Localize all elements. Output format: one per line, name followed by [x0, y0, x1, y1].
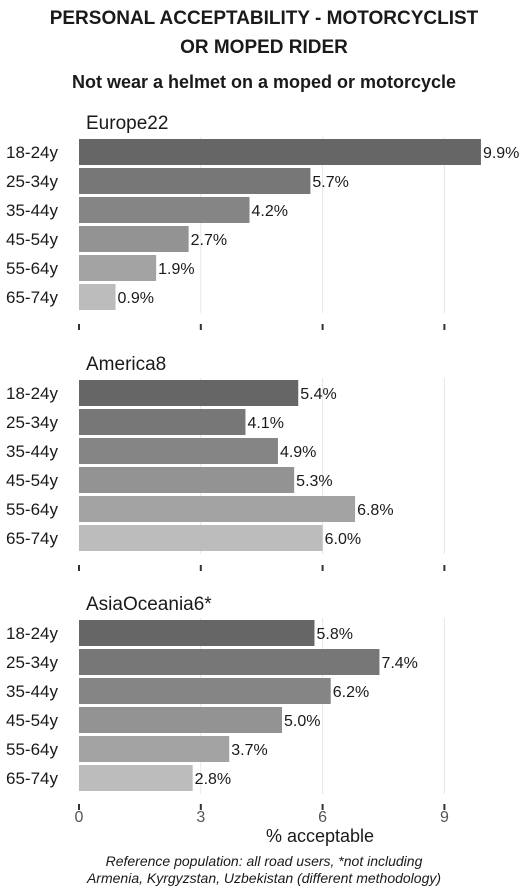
category-label: 18-24y — [6, 384, 58, 403]
category-label: 35-44y — [6, 201, 58, 220]
category-label: 25-34y — [6, 172, 58, 191]
panel-title: Europe22 — [86, 113, 168, 134]
bar — [79, 284, 116, 310]
chart-title-line1: PERSONAL ACCEPTABILITY - MOTORCYCLIST — [49, 8, 479, 29]
data-label: 4.9% — [280, 444, 316, 461]
x-tick-label: 9 — [440, 809, 449, 826]
data-label: 9.9% — [483, 145, 519, 162]
bar — [79, 736, 230, 762]
data-label: 7.4% — [381, 655, 417, 672]
bar — [79, 707, 282, 733]
category-label: 55-64y — [6, 740, 58, 759]
data-label: 6.2% — [333, 684, 369, 701]
data-label: 5.7% — [312, 174, 348, 191]
category-label: 25-34y — [6, 653, 58, 672]
category-label: 65-74y — [6, 288, 58, 307]
category-label: 65-74y — [6, 769, 58, 788]
data-label: 5.4% — [300, 386, 336, 403]
bar — [79, 168, 311, 194]
category-label: 18-24y — [6, 143, 58, 162]
category-label: 45-54y — [6, 230, 58, 249]
bar — [79, 197, 250, 223]
bar — [79, 525, 323, 551]
bar — [79, 678, 331, 704]
category-label: 45-54y — [6, 471, 58, 490]
x-tick-label: 6 — [318, 809, 327, 826]
data-label: 4.1% — [247, 415, 283, 432]
bar — [79, 438, 278, 464]
data-label: 6.8% — [357, 502, 393, 519]
data-label: 2.8% — [195, 771, 231, 788]
data-label: 2.7% — [191, 232, 227, 249]
data-label: 6.0% — [325, 531, 361, 548]
category-label: 35-44y — [6, 682, 58, 701]
bar — [79, 226, 189, 252]
data-label: 0.9% — [118, 290, 154, 307]
data-label: 1.9% — [158, 261, 194, 278]
bar — [79, 409, 246, 435]
category-label: 25-34y — [6, 413, 58, 432]
data-label: 5.8% — [316, 626, 352, 643]
bar — [79, 649, 380, 675]
data-label: 5.3% — [296, 473, 332, 490]
data-label: 3.7% — [231, 742, 267, 759]
bar — [79, 139, 481, 165]
category-label: 18-24y — [6, 624, 58, 643]
x-axis-title: % acceptable — [266, 826, 374, 846]
bar — [79, 380, 299, 406]
category-label: 65-74y — [6, 529, 58, 548]
panel-title: AsiaOceania6* — [86, 594, 212, 615]
bar — [79, 467, 295, 493]
chart-subtitle: Not wear a helmet on a moped or motorcyc… — [71, 72, 457, 92]
x-tick-label: 3 — [196, 809, 205, 826]
category-label: 55-64y — [6, 500, 58, 519]
footnote-line2: Armenia, Kyrgyzstan, Uzbekistan (differe… — [86, 870, 442, 886]
panel-title: America8 — [86, 354, 166, 375]
bar — [79, 496, 356, 522]
data-label: 4.2% — [252, 203, 288, 220]
footnote-line1: Reference population: all road users, *n… — [105, 853, 423, 869]
bar — [79, 620, 315, 646]
bar — [79, 765, 193, 791]
category-label: 35-44y — [6, 442, 58, 461]
bar — [79, 255, 157, 281]
category-label: 45-54y — [6, 711, 58, 730]
category-label: 55-64y — [6, 259, 58, 278]
chart-title-line2: OR MOPED RIDER — [180, 37, 348, 58]
x-tick-label: 0 — [75, 809, 84, 826]
data-label: 5.0% — [284, 713, 320, 730]
